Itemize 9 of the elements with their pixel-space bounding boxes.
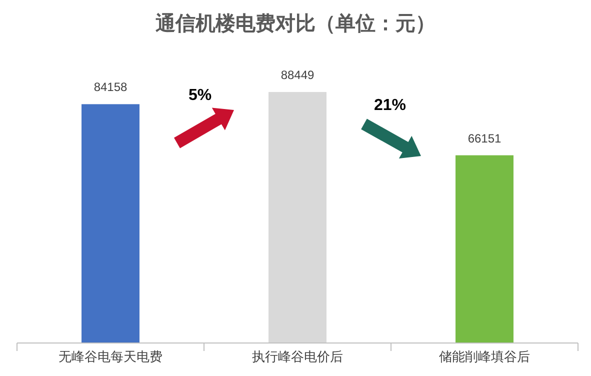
x-tick-label: 无峰谷电每天电费 bbox=[58, 349, 162, 364]
annotation: 21% bbox=[374, 97, 406, 114]
x-tick-label: 储能削峰填谷后 bbox=[439, 349, 530, 364]
data-label: 66151 bbox=[468, 131, 502, 146]
chart-title: 通信机楼电费对比（单位：元） bbox=[154, 12, 436, 35]
data-label: 88449 bbox=[280, 68, 315, 82]
x-tick-label: 执行峰谷电价后 bbox=[252, 349, 343, 364]
annotation: 5% bbox=[188, 87, 212, 104]
data-label: 84158 bbox=[94, 80, 128, 94]
